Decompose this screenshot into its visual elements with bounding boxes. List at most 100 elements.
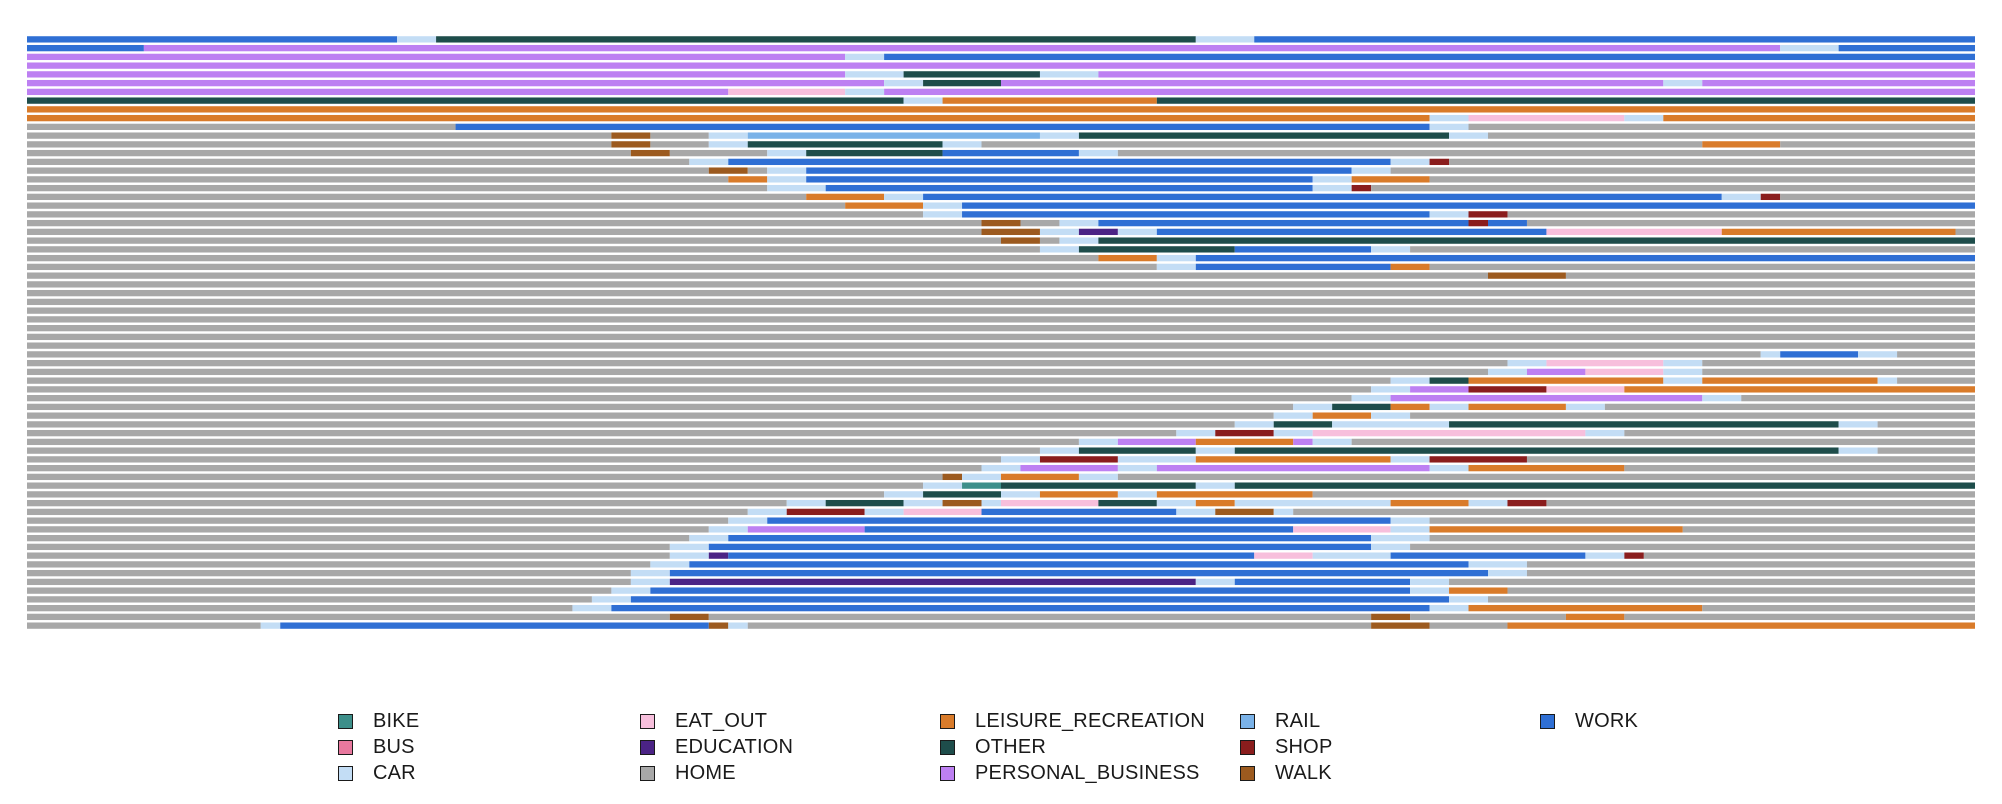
- activity-segment-car: [689, 158, 729, 166]
- activity-segment-car: [1117, 456, 1196, 463]
- legend-label: BIKE: [373, 709, 420, 732]
- activity-segment-work: [981, 508, 1177, 516]
- activity-segment-home: [1702, 368, 1975, 376]
- activity-segment-car: [1117, 228, 1157, 236]
- legend-label: LEISURE_RECREATION: [975, 709, 1205, 732]
- activity-segment-leisure-recreation: [1195, 438, 1294, 446]
- activity-segment-car: [1663, 377, 1703, 384]
- activity-segment-car: [1371, 386, 1411, 393]
- activity-segment-home: [1604, 403, 1975, 411]
- activity-segment-work: [1195, 254, 1975, 262]
- activity-segment-leisure-recreation: [1351, 176, 1430, 183]
- activity-segment-home: [650, 141, 709, 148]
- activity-segment-walk: [1001, 237, 1040, 244]
- activity-segment-car: [747, 508, 787, 516]
- activity-segment-car: [1039, 246, 1079, 253]
- timeline-row: [27, 552, 1975, 559]
- activity-segment-other: [1429, 377, 1469, 384]
- timeline-row: [27, 429, 1975, 437]
- timeline-row: [27, 167, 1975, 174]
- activity-segment-home: [1429, 263, 1975, 271]
- activity-segment-other: [1098, 499, 1157, 507]
- activity-segment-walk: [942, 499, 982, 507]
- activity-segment-home: [1565, 272, 1975, 279]
- activity-segment-car: [1624, 114, 1664, 122]
- activity-segment-personal-business: [1702, 79, 1975, 87]
- timeline-row: [27, 526, 1975, 533]
- timeline-row: [27, 421, 1975, 428]
- activity-segment-home: [1117, 149, 1975, 157]
- activity-segment-car: [1877, 377, 1898, 384]
- activity-segment-other: [806, 149, 943, 157]
- activity-segment-home: [1526, 219, 1975, 227]
- activity-segment-car: [591, 596, 631, 603]
- activity-segment-car: [903, 499, 943, 507]
- activity-segment-home: [1488, 596, 1975, 603]
- timeline-row: [27, 534, 1975, 542]
- activity-segment-eat-out: [1468, 114, 1625, 122]
- activity-segment-home: [27, 176, 729, 183]
- timeline-row: [27, 123, 1975, 131]
- activity-segment-car: [923, 482, 963, 489]
- activity-segment-eat-out: [728, 88, 846, 96]
- activity-segment-home: [27, 622, 261, 629]
- activity-segment-home: [27, 211, 924, 218]
- activity-segment-home: [27, 482, 924, 489]
- activity-segment-car: [1858, 351, 1898, 358]
- timeline-row: [27, 324, 1975, 332]
- timeline-row: [27, 97, 1975, 104]
- activity-segment-home: [27, 569, 631, 577]
- timeline-row: [27, 508, 1975, 516]
- activity-segment-car: [1390, 377, 1430, 384]
- legend-swatch: [338, 739, 353, 755]
- activity-segment-car: [1195, 36, 1255, 43]
- activity-segment-home: [27, 543, 670, 551]
- activity-segment-home: [1526, 456, 1975, 463]
- activity-segment-work: [942, 149, 1079, 157]
- timeline-row: [27, 596, 1975, 603]
- timeline-row: [27, 158, 1975, 166]
- activity-segment-car: [1488, 368, 1527, 376]
- activity-segment-home: [747, 167, 768, 174]
- activity-segment-work: [767, 517, 1391, 524]
- activity-segment-eat-out: [1293, 526, 1391, 533]
- activity-segment-car: [1449, 132, 1488, 139]
- activity-segment-home: [27, 246, 1040, 253]
- activity-segment-home: [1682, 526, 1975, 533]
- legend-item-personal-business: PERSONAL_BUSINESS: [940, 760, 1200, 786]
- timeline-row: [27, 447, 1975, 454]
- activity-segment-car: [845, 53, 885, 61]
- activity-segment-other: [1273, 421, 1333, 428]
- activity-segment-home: [27, 517, 729, 524]
- activity-segment-home: [27, 307, 1975, 314]
- activity-segment-car: [1312, 552, 1391, 559]
- activity-segment-walk: [630, 149, 670, 157]
- legend-label: WORK: [1575, 709, 1639, 732]
- activity-segment-other: [1078, 132, 1450, 139]
- activity-segment-home: [27, 123, 456, 131]
- activity-segment-car: [903, 97, 943, 104]
- activity-segment-car: [260, 622, 281, 629]
- activity-segment-leisure-recreation: [27, 106, 1975, 113]
- timeline-row: [27, 36, 1975, 43]
- timeline-row: [27, 141, 1975, 148]
- activity-segment-car: [1390, 456, 1430, 463]
- activity-segment-home: [27, 464, 982, 472]
- activity-segment-home: [1312, 491, 1975, 498]
- timeline-row: [27, 62, 1975, 69]
- activity-segment-work: [280, 622, 709, 629]
- activity-segment-home: [1449, 158, 1975, 166]
- activity-segment-home: [708, 613, 1372, 621]
- timeline-row: [27, 543, 1975, 551]
- timeline-row: [27, 587, 1975, 594]
- activity-segment-eat-out: [903, 508, 982, 516]
- legend-label: WALK: [1275, 761, 1332, 784]
- timeline-row: [27, 438, 1975, 446]
- activity-segment-walk: [1371, 622, 1430, 629]
- activity-segment-work: [1488, 219, 1527, 227]
- activity-segment-leisure-recreation: [1098, 254, 1157, 262]
- activity-segment-shop: [1507, 499, 1547, 507]
- activity-segment-home: [1371, 184, 1975, 192]
- activity-segment-home: [1897, 351, 1975, 358]
- activity-segment-work: [689, 561, 1469, 568]
